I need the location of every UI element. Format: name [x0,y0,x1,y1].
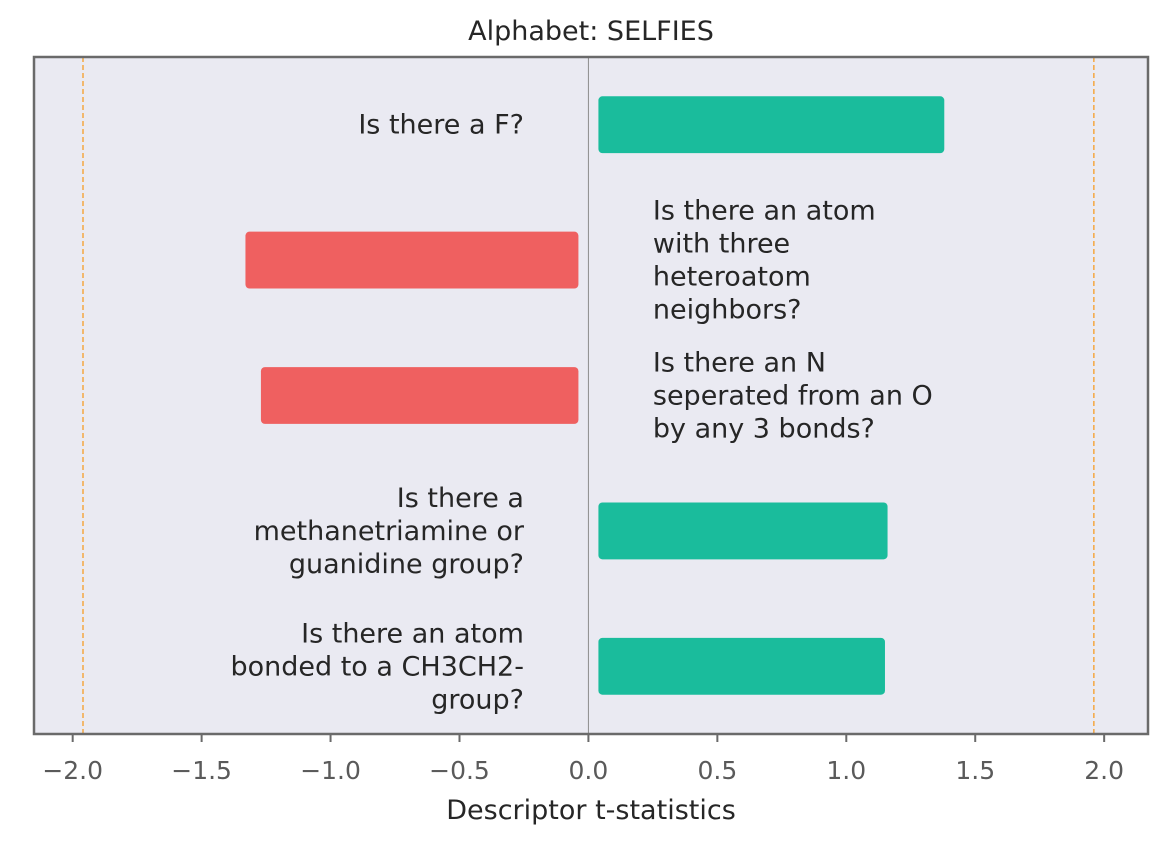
bar-label-line: seperated from an O [653,381,933,412]
x-tick-label: 1.5 [955,756,995,785]
bar-label: Is there a F? [358,110,524,141]
bar [245,231,579,289]
x-axis-ticks: −2.0 −1.5 −1.0 −0.5 0.0 0.5 1.0 1.5 2.0 [42,734,1124,785]
bar-label-line: by any 3 bonds? [653,414,875,445]
bar-label-line: bonded to a CH3CH2- [230,651,523,682]
x-tick-label: 0.5 [697,756,737,785]
x-tick-label: 0.0 [569,756,609,785]
bar-label-line: with three [653,229,790,260]
bar-label-line: Is there a F? [358,110,524,141]
plot-area [34,57,1148,734]
x-tick-label: 2.0 [1084,756,1124,785]
bar-label: Is there an atom bonded to a CH3CH2-group… [230,618,523,715]
bar-label-line: Is there an N [653,348,826,379]
bars [245,96,945,695]
plot-frame [32,55,1150,736]
x-tick-label: −0.5 [429,756,490,785]
bar [598,96,945,154]
bar [598,637,885,695]
bar [260,367,579,424]
bar [598,502,888,560]
x-axis-label: Descriptor t-statistics [446,795,736,826]
bar-label-line: Is there an atom [653,196,876,227]
bar-label-line: Is there an atom [301,618,524,649]
bar-label-line: methanetriamine or [254,516,525,547]
bar-label-line: neighbors? [653,295,802,326]
chart-title: Alphabet: SELFIES [468,16,714,47]
bar-label-line: heteroatom [653,262,811,293]
x-tick-label: −1.0 [300,756,361,785]
bar-label: Is there an atom with three heteroatom neig… [653,196,876,326]
bar-labels: Is there a F?Is there an atom with three h… [230,110,932,716]
bar-label-line: guanidine group? [289,549,524,580]
bar-label-line: group? [431,684,524,715]
x-tick-label: −2.0 [42,756,103,785]
x-tick-label: −1.5 [171,756,232,785]
bar-label-line: Is there a [397,483,524,514]
bar-label: Is there a methanetriamine or guanidine gr… [254,483,525,580]
significance-lines [82,57,1095,734]
x-tick-label: 1.0 [826,756,866,785]
